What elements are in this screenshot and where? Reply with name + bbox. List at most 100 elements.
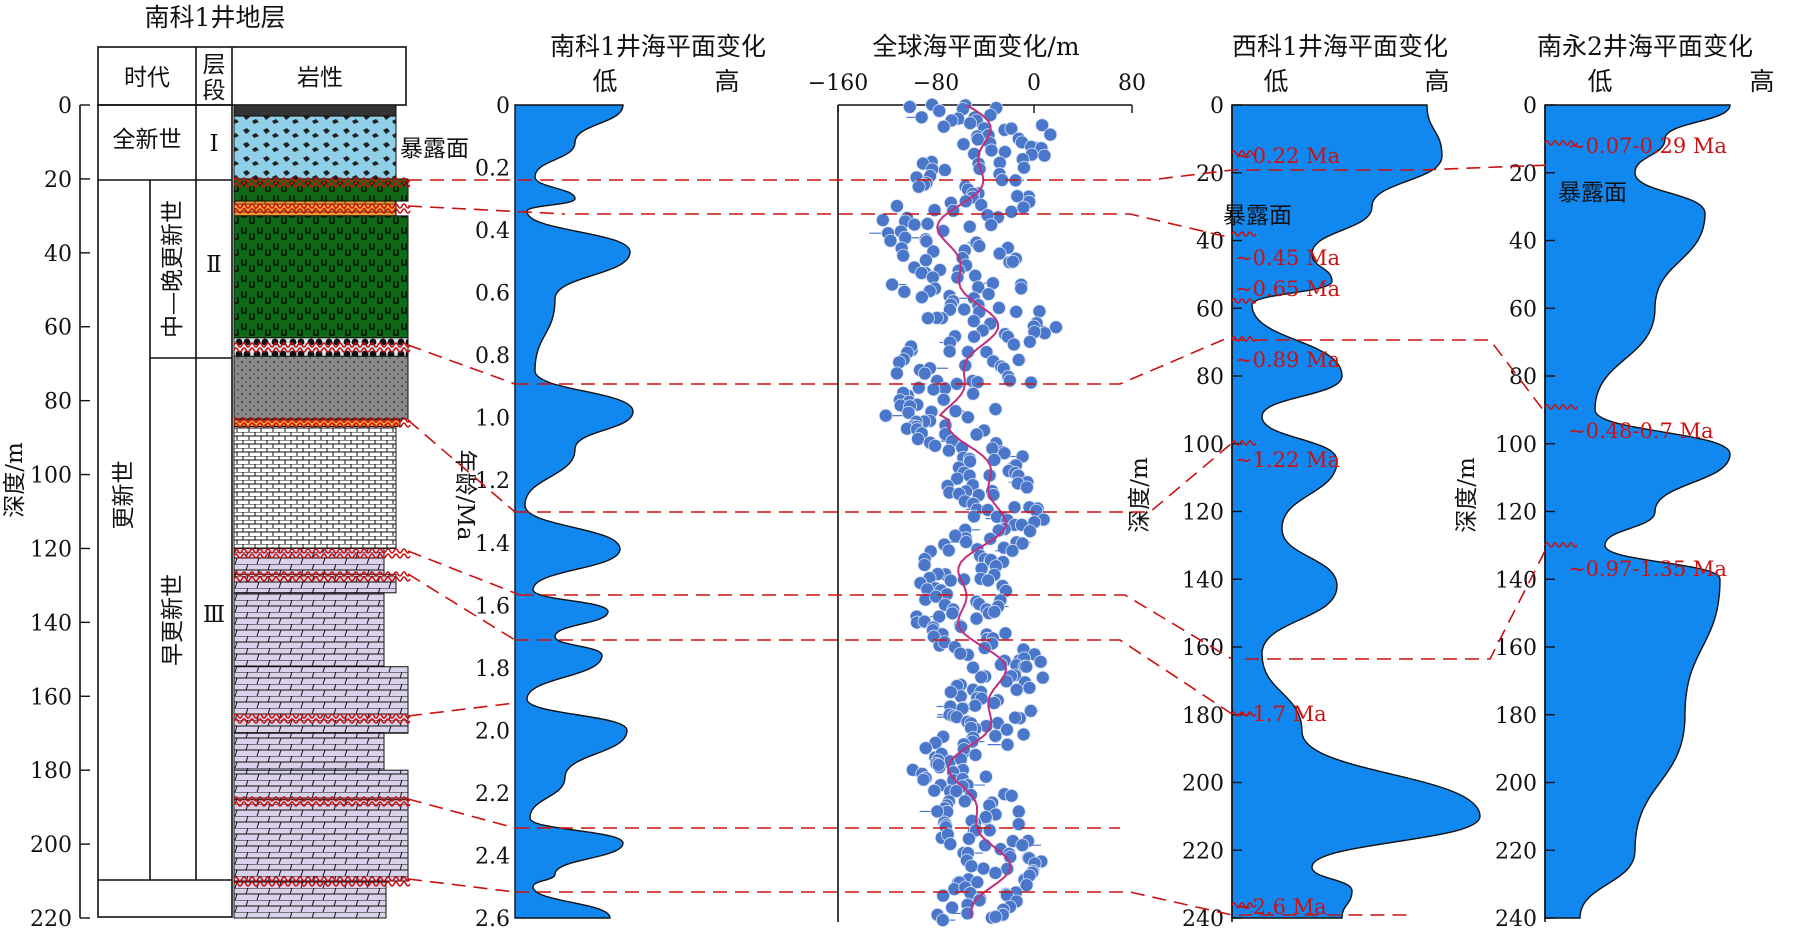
global-data-point [878, 408, 893, 423]
global-data-point [941, 543, 956, 558]
xike-tick-label: 220 [1182, 839, 1224, 864]
xike-exposure-mark [1231, 902, 1257, 908]
global-data-point [890, 199, 904, 213]
global-data-point [929, 589, 943, 604]
global-data-point [966, 660, 980, 675]
column-exposure-mark [233, 718, 411, 724]
column-tick-label: 100 [30, 464, 72, 489]
global-data-point [918, 741, 933, 756]
column-exposure-mark [233, 417, 411, 423]
global-data-point [979, 345, 994, 359]
global-data-point [988, 402, 1003, 417]
global-data-point [1004, 204, 1019, 219]
global-data-point [985, 441, 1000, 456]
global-data-point [972, 239, 987, 254]
xike-tick-label: 100 [1182, 433, 1224, 458]
global-data-point [875, 213, 890, 228]
global-data-point [911, 432, 925, 446]
global-data-point [936, 888, 951, 903]
global-data-point [1006, 337, 1021, 352]
nanyong-exposure-mark [1544, 542, 1578, 548]
lithology-log [233, 104, 409, 919]
nanke-tick-label: 0.4 [475, 219, 510, 244]
global-data-point [983, 108, 998, 122]
global-data-point [917, 366, 932, 381]
xike-tick-label: 140 [1182, 568, 1224, 593]
lithology-bed [233, 732, 385, 771]
holocene-label: 全新世 [113, 127, 182, 153]
column-exposure-mark [233, 182, 411, 188]
nanke-tick-label: 1.4 [475, 532, 510, 557]
column-tick-label: 60 [44, 316, 72, 341]
nanke-age-ticks: 00.20.40.60.81.01.21.41.61.82.02.22.42.6 [475, 94, 510, 932]
global-data-point [992, 246, 1007, 261]
nanke-high: 高 [714, 67, 739, 96]
corr-line-5 [407, 550, 521, 596]
lithology-bed [233, 355, 409, 420]
global-data-point [982, 823, 997, 838]
corr-line-17 [515, 639, 1233, 715]
global-data-point [942, 344, 957, 359]
column-tick-label: 160 [30, 685, 72, 710]
global-data-point [1009, 682, 1024, 697]
global-data-point [896, 248, 911, 263]
nanyong-tick-label: 220 [1495, 839, 1537, 864]
global-data-point [897, 284, 912, 299]
global-data-point [984, 143, 999, 158]
corr-line-8 [407, 798, 516, 829]
global-data-point [943, 837, 958, 851]
xike-tick-label: 60 [1196, 297, 1224, 322]
nanke-tick-label: 1.0 [475, 407, 510, 432]
global-data-point [937, 163, 952, 177]
column-title: 南科1井地层 [145, 3, 286, 32]
global-data-point [1019, 659, 1034, 674]
xike-tick-label: 0 [1210, 94, 1224, 119]
global-data-point [969, 427, 984, 442]
xike-exposure-mark [1231, 298, 1257, 304]
stratigraphic-column: 南科1井地层 时代 层 段 岩性 全新世 Ⅰ Ⅱ Ⅲ 更新世 中—晚更新世 早更… [2, 3, 469, 932]
xike-age-5: ~1.22 Ma [1235, 448, 1340, 472]
global-sea-level-panel: 全球海平面变化/m −160 −80 0 80 [808, 32, 1146, 928]
global-data-point [936, 392, 951, 407]
xike-exposure-mark [1231, 336, 1257, 342]
global-data-point [921, 311, 935, 326]
global-data-point [920, 216, 935, 231]
global-data-point [974, 198, 989, 212]
corr-line-26 [515, 891, 1410, 916]
global-data-point [889, 366, 904, 381]
xike-high: 高 [1424, 67, 1449, 96]
pleistocene-label: 更新世 [111, 461, 137, 530]
global-data-point [988, 866, 1003, 880]
nanke-tick-label: 2.6 [475, 907, 510, 932]
nanke-title: 南科1井海平面变化 [550, 32, 766, 61]
global-x-ticks: −160 −80 0 80 [808, 71, 1146, 113]
column-exposure-mark [233, 881, 411, 887]
global-data-point [963, 454, 977, 469]
global-data-point [1020, 480, 1034, 495]
global-data-point [961, 410, 975, 425]
midlate-label: 中—晚更新世 [160, 200, 186, 338]
xike-exposure-mark [1231, 711, 1257, 717]
column-tick-label: 0 [58, 94, 72, 119]
nanyong-ylabel: 深度/m [1454, 457, 1480, 533]
column-tick-label: 200 [30, 833, 72, 858]
column-exposure-mark [233, 548, 411, 554]
nanyong-tick-label: 40 [1509, 230, 1537, 255]
unit-3-label: Ⅲ [203, 602, 225, 628]
nanke-tick-label: 0.6 [475, 282, 510, 307]
lithology-bed [233, 769, 409, 801]
unit-1-label: Ⅰ [209, 131, 218, 157]
column-tick-label: 220 [30, 907, 72, 932]
early-label: 早更新世 [160, 574, 186, 666]
lithology-bed [233, 115, 397, 180]
nanke-sea-level-curve [514, 104, 634, 919]
nanyong-tick-label: 60 [1509, 297, 1537, 322]
global-data-point [892, 355, 907, 370]
column-exposure-mark [233, 576, 411, 582]
nanke-tick-label: 1.6 [475, 594, 510, 619]
column-exposure-mark [233, 796, 411, 802]
global-data-point [953, 646, 968, 661]
xike-sea-level-curve [1231, 104, 1481, 919]
global-data-point [963, 116, 978, 131]
